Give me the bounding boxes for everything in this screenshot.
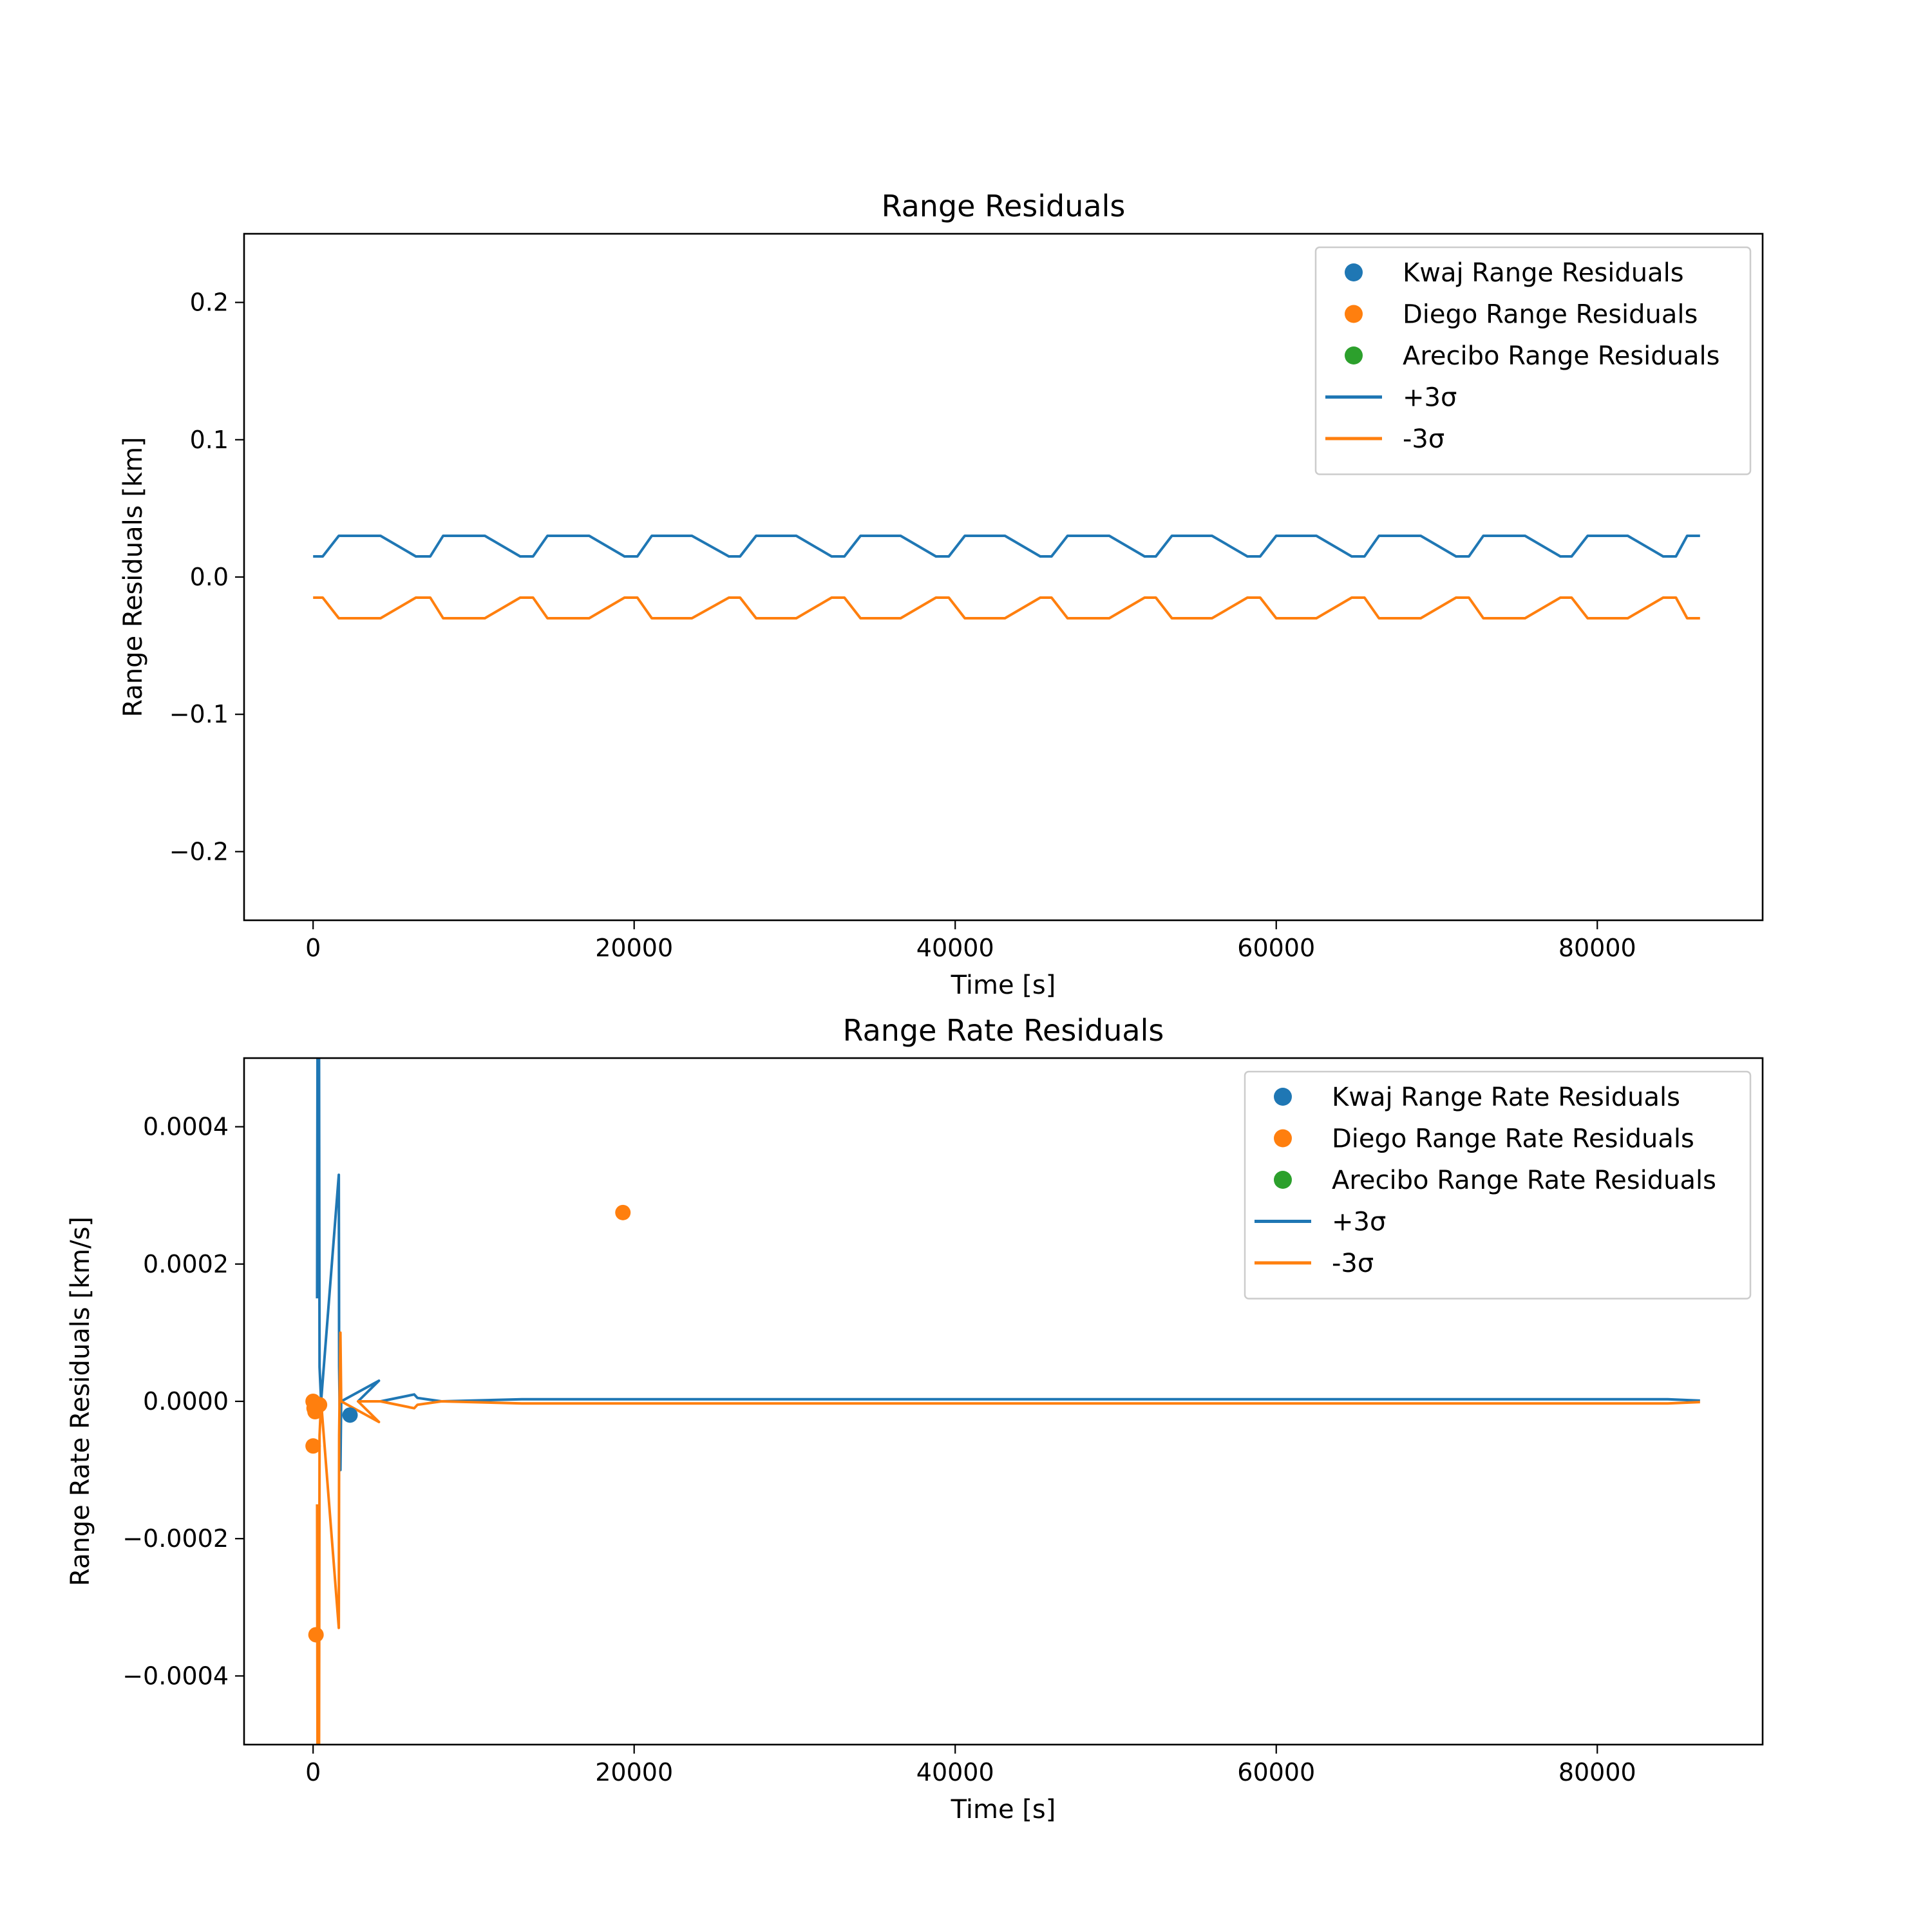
legend-label: Kwaj Range Residuals: [1403, 258, 1684, 288]
legend-label: Diego Range Residuals: [1403, 300, 1698, 330]
legend-label: Kwaj Range Rate Residuals: [1332, 1083, 1680, 1112]
legend-diego-marker: [1345, 305, 1363, 323]
x-axis-label: Time [s]: [951, 971, 1056, 1000]
legend-label: +3σ: [1332, 1208, 1386, 1237]
y-tick-label: −0.0004: [122, 1662, 229, 1690]
legend-arecibo-marker: [1345, 346, 1363, 365]
x-tick-label: 20000: [595, 1758, 673, 1786]
legend-label: -3σ: [1332, 1249, 1374, 1278]
legend-diego-marker: [1274, 1129, 1292, 1148]
scatter-point-diego-6: [312, 1397, 328, 1413]
legend: Kwaj Range Residuals Diego Range Residual…: [1314, 246, 1752, 475]
legend-label: Arecibo Range Residuals: [1403, 341, 1719, 371]
legend-label: -3σ: [1403, 424, 1444, 454]
y-tick-label: 0.1: [190, 426, 229, 454]
legend-frame: [1244, 1070, 1752, 1300]
chart-title: Range Rate Residuals: [843, 1013, 1164, 1048]
y-axis-label: Range Rate Residuals [km/s]: [66, 1217, 95, 1586]
x-tick-label: 0: [305, 934, 321, 962]
y-tick-label: −0.0002: [122, 1524, 229, 1553]
plot-area: [305, 1058, 1700, 1745]
plot-area: [313, 535, 1700, 620]
legend-kwaj-marker: [1274, 1088, 1292, 1106]
series-line-minus-3sigma: [313, 596, 1700, 620]
subplots: 0 20000 40000 60000 80000 0.2 0.1 0.0 −0.1 −0.2 Ra…: [66, 189, 1764, 1824]
x-tick-label: 60000: [1237, 1758, 1315, 1786]
legend-arecibo-marker: [1274, 1171, 1292, 1189]
y-tick-label: −0.2: [169, 837, 229, 866]
x-tick-label: 20000: [595, 934, 673, 962]
legend: Kwaj Range Rate Residuals Diego Range Rat…: [1244, 1070, 1752, 1300]
legend-label: +3σ: [1403, 383, 1457, 413]
series-line-plus-3sigma: [316, 1058, 1700, 1472]
y-tick-label: 0.0000: [143, 1387, 229, 1416]
x-tick-label: 0: [305, 1758, 321, 1786]
y-tick-label: 0.0004: [143, 1113, 229, 1141]
legend-kwaj-marker: [1345, 263, 1363, 281]
subplot-2: 0 20000 40000 60000 80000 0.0004 0.0002 0.0000 −…: [66, 1013, 1764, 1824]
scatter-point-diego-2: [305, 1438, 321, 1454]
scatter-point-diego-5: [308, 1627, 324, 1643]
x-tick-label: 80000: [1558, 1758, 1636, 1786]
scatter-point-kwaj-1: [342, 1407, 358, 1423]
series-line-minus-3sigma: [316, 1331, 1700, 1745]
y-tick-label: −0.1: [169, 700, 229, 728]
series-line-plus-3sigma: [313, 535, 1700, 558]
y-axis-label: Range Residuals [km]: [118, 437, 148, 717]
y-tick-label: 0.2: [190, 289, 229, 317]
y-tick-label: 0.0002: [143, 1250, 229, 1278]
scatter-point-diego-7: [615, 1204, 631, 1220]
x-axis-label: Time [s]: [951, 1795, 1056, 1824]
y-tick-label: 0.0: [190, 563, 229, 591]
x-tick-label: 80000: [1558, 934, 1636, 962]
chart-title: Range Residuals: [882, 189, 1126, 223]
legend-frame: [1314, 246, 1752, 475]
legend-label: Arecibo Range Rate Residuals: [1332, 1166, 1716, 1195]
x-tick-label: 40000: [916, 934, 994, 962]
legend-label: Diego Range Rate Residuals: [1332, 1124, 1694, 1154]
x-tick-label: 60000: [1237, 934, 1315, 962]
x-tick-label: 40000: [916, 1758, 994, 1786]
subplot-1: 0 20000 40000 60000 80000 0.2 0.1 0.0 −0.1 −0.2 Ra…: [118, 189, 1764, 1000]
